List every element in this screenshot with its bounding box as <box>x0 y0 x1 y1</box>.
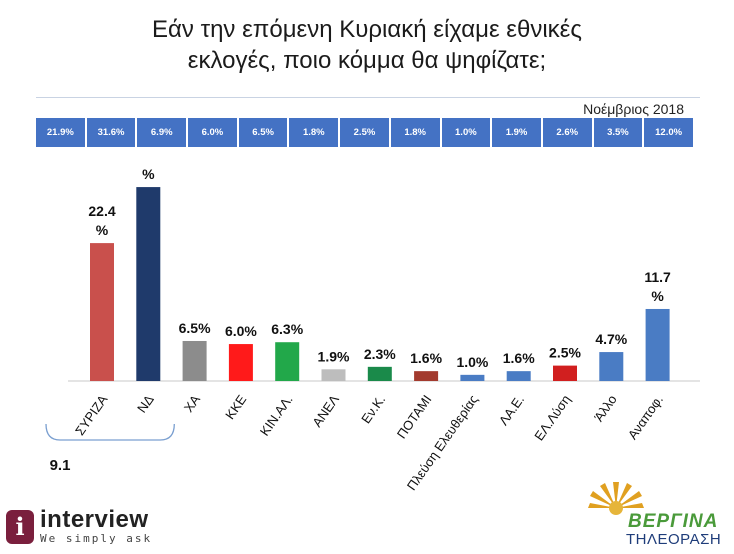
survey-month: Νοέμβριος 2018 <box>583 101 684 117</box>
data-label: 2.5% <box>549 345 581 361</box>
difference-bracket <box>45 423 175 441</box>
previous-result-cell: 1.8% <box>390 118 442 147</box>
category-label: ΣΥΡΙΖΑ <box>72 392 111 438</box>
previous-result-cell: 21.9% <box>36 118 87 147</box>
bar <box>599 352 624 381</box>
data-label: 22.4 <box>88 203 115 219</box>
data-label: 1.0% <box>456 354 488 370</box>
bar <box>275 342 300 381</box>
bar <box>367 366 392 381</box>
difference-label: 9.1 <box>50 457 71 474</box>
bar <box>321 369 346 381</box>
sun-icon <box>588 482 644 515</box>
category-label: ΕΛ.Λύση <box>531 392 573 443</box>
previous-result-cell: 2.5% <box>340 118 391 147</box>
previous-results-row: 21.9% 31.6% 6.9% 6.0% 6.5% 1.8% 2.5% 1.8% 1.0% 1.… <box>36 118 693 147</box>
data-label: 1.9% <box>318 348 350 364</box>
category-label: ΑΝΕΛ <box>309 392 342 430</box>
data-label: 1.6% <box>503 350 535 366</box>
bar <box>414 371 439 381</box>
vergina-logo: ΒΕΡΓΙΝΑ ΤΗΛΕΟΡΑΣΗ <box>586 478 726 550</box>
bar <box>553 365 577 381</box>
chart-title: Εάν την επόμενη Κυριακή είχαμε εθνικές ε… <box>0 14 734 76</box>
bar <box>645 308 670 381</box>
category-label: Αναποφ. <box>625 392 666 442</box>
previous-result-cell: 6.5% <box>238 118 290 147</box>
previous-result-cell: 3.5% <box>593 118 645 147</box>
category-label: ΠΟΤΑΜΙ <box>394 392 435 441</box>
interview-i-icon: i <box>6 509 34 544</box>
category-label: ΛΑ.Ε. <box>496 392 527 428</box>
vergina-subtitle: ΤΗΛΕΟΡΑΣΗ <box>626 531 722 548</box>
category-label: ΝΔ <box>134 392 157 416</box>
data-label: 4.7% <box>595 331 627 347</box>
previous-result-cell: 1.0% <box>441 118 493 147</box>
category-label: ΧΑ <box>181 392 203 415</box>
interview-name: interview <box>40 506 149 533</box>
data-label: 6.0% <box>225 323 257 339</box>
category-label: Εν.Κ. <box>358 392 388 426</box>
data-label: 6.3% <box>271 321 303 337</box>
previous-result-cell: 1.8% <box>289 118 341 147</box>
category-label: ΚΙΝ.ΑΛ. <box>257 392 296 438</box>
bar <box>460 374 485 381</box>
data-label: 1.6% <box>410 350 442 366</box>
previous-result-cell: 6.0% <box>188 118 239 147</box>
data-label: % <box>651 288 664 304</box>
previous-result-cell: 12.0% <box>644 118 693 147</box>
previous-result-cell: 6.9% <box>137 118 189 147</box>
previous-result-cell: 2.6% <box>542 118 594 147</box>
data-label: % <box>142 166 155 182</box>
bar <box>228 344 253 381</box>
bar <box>136 187 161 381</box>
title-line-2: εκλογές, ποιο κόμμα θα ψηφίζατε; <box>187 47 547 74</box>
previous-result-cell: 1.9% <box>492 118 543 147</box>
data-label: % <box>96 222 109 238</box>
data-label: 2.3% <box>364 346 396 362</box>
category-label: Άλλο <box>591 392 620 424</box>
title-line-1: Εάν την επόμενη Κυριακή είχαμε εθνικές <box>152 16 582 43</box>
data-label: 6.5% <box>179 320 211 336</box>
vergina-name: ΒΕΡΓΙΝΑ <box>628 511 719 532</box>
category-label: ΚΚΕ <box>222 392 249 422</box>
data-label: 11.7 <box>644 269 671 285</box>
bar <box>182 340 207 381</box>
interview-logo: i interview We simply ask <box>6 508 152 545</box>
bar <box>506 371 531 381</box>
interview-tagline: We simply ask <box>40 532 153 545</box>
title-divider <box>36 97 700 98</box>
bar <box>90 243 114 381</box>
previous-result-cell: 31.6% <box>86 118 138 147</box>
